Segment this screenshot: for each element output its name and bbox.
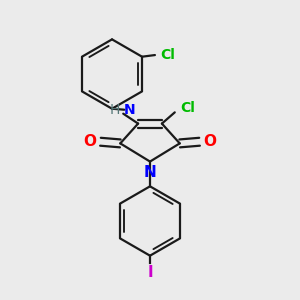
Text: O: O bbox=[203, 134, 217, 149]
Text: N: N bbox=[124, 103, 136, 117]
Text: I: I bbox=[147, 265, 153, 280]
Text: Cl: Cl bbox=[180, 101, 195, 115]
Text: Cl: Cl bbox=[160, 48, 175, 62]
Text: N: N bbox=[144, 165, 156, 180]
Text: O: O bbox=[83, 134, 97, 149]
Text: H: H bbox=[110, 103, 120, 117]
